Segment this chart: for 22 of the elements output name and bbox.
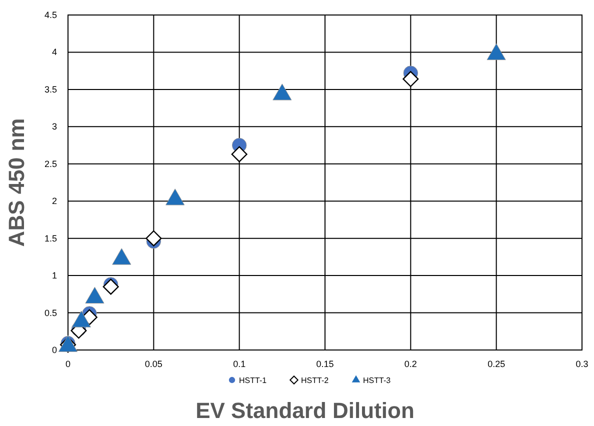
x-axis-title: EV Standard Dilution xyxy=(196,398,414,423)
legend-label: HSTT-3 xyxy=(363,376,392,385)
y-tick-label: 1.5 xyxy=(44,233,57,244)
y-tick-label: 2 xyxy=(52,196,57,206)
x-tick-label: 0.3 xyxy=(576,359,588,369)
x-tick-label: 0.25 xyxy=(488,359,506,369)
y-tick-label: 1 xyxy=(52,270,57,281)
y-tick-label: 3 xyxy=(52,122,57,132)
x-tick-label: 0.1 xyxy=(233,359,246,369)
y-tick-label: 0.5 xyxy=(44,308,57,318)
y-tick-label: 4.5 xyxy=(44,10,57,20)
y-axis-title: ABS 450 nm xyxy=(4,118,29,247)
x-tick-label: 0.15 xyxy=(316,359,334,369)
y-tick-label: 4 xyxy=(52,47,57,58)
x-tick-label: 0.05 xyxy=(144,359,162,369)
legend-label: HSTT-2 xyxy=(301,376,330,385)
y-tick-label: 2.5 xyxy=(44,158,57,169)
x-tick-label: 0.2 xyxy=(404,359,417,369)
y-tick-label: 3.5 xyxy=(44,84,57,94)
legend-label: HSTT-1 xyxy=(239,376,268,385)
x-tick-label: 0 xyxy=(65,359,71,369)
y-tick-label: 0 xyxy=(52,345,57,355)
